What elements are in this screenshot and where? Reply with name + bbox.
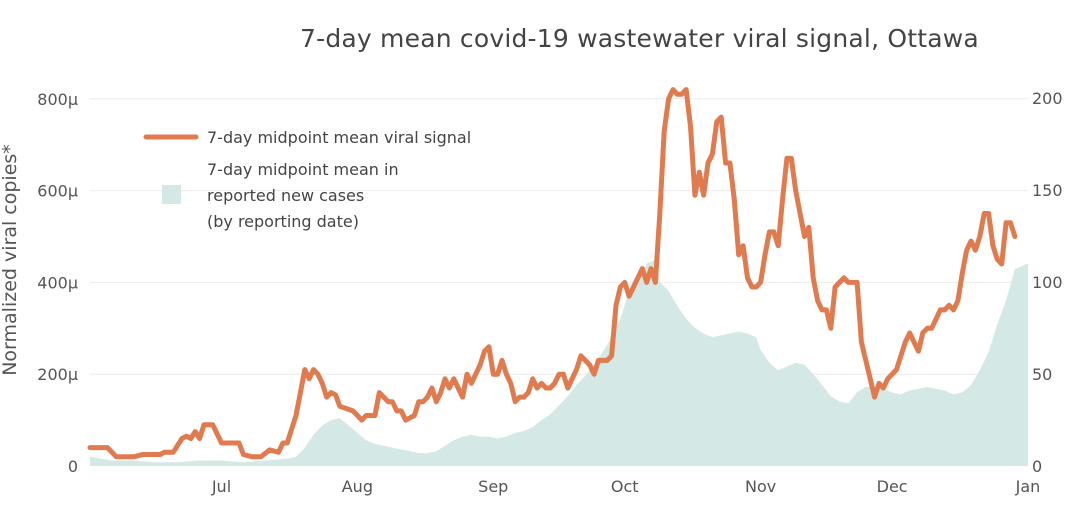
y-right-tick-label: 0 bbox=[1032, 457, 1042, 476]
y-left-tick-label: 800μ bbox=[37, 90, 78, 109]
chart-title: 7-day mean covid-19 wastewater viral sig… bbox=[300, 24, 979, 53]
x-tick-label: Aug bbox=[342, 477, 373, 496]
legend-area-label-3: (by reporting date) bbox=[207, 212, 359, 231]
x-tick-label: Jan bbox=[1015, 477, 1041, 496]
y-left-tick-label: 600μ bbox=[37, 182, 78, 201]
legend-area-label-2: reported new cases bbox=[207, 186, 364, 205]
y-left-tick-label: 400μ bbox=[37, 273, 78, 292]
y-right-tick-label: 50 bbox=[1032, 365, 1052, 384]
y-left-tick-label: 0 bbox=[68, 457, 78, 476]
x-tick-label: Jul bbox=[211, 477, 231, 496]
legend: 7-day midpoint mean viral signal 7-day m… bbox=[143, 128, 471, 231]
y-left-tick-labels: 0 200μ 400μ 600μ 800μ bbox=[37, 90, 78, 476]
x-tick-label: Nov bbox=[745, 477, 776, 496]
y-right-tick-label: 150 bbox=[1032, 181, 1063, 200]
cases-area-series bbox=[90, 259, 1028, 466]
x-tick-label: Dec bbox=[877, 477, 908, 496]
x-tick-label: Sep bbox=[478, 477, 508, 496]
y-left-tick-label: 200μ bbox=[37, 365, 78, 384]
viral-signal-line bbox=[87, 87, 1018, 460]
x-tick-labels: Jul Aug Sep Oct Nov Dec Jan bbox=[211, 477, 1040, 496]
y-right-tick-label: 200 bbox=[1032, 89, 1063, 108]
legend-area-label-1: 7-day midpoint mean in bbox=[207, 160, 399, 179]
y-right-tick-labels: 0 50 100 150 200 bbox=[1032, 89, 1063, 476]
legend-line-label: 7-day midpoint mean viral signal bbox=[207, 128, 471, 147]
x-tick-label: Oct bbox=[611, 477, 639, 496]
legend-area-swatch bbox=[162, 185, 181, 204]
y-right-tick-label: 100 bbox=[1032, 273, 1063, 292]
